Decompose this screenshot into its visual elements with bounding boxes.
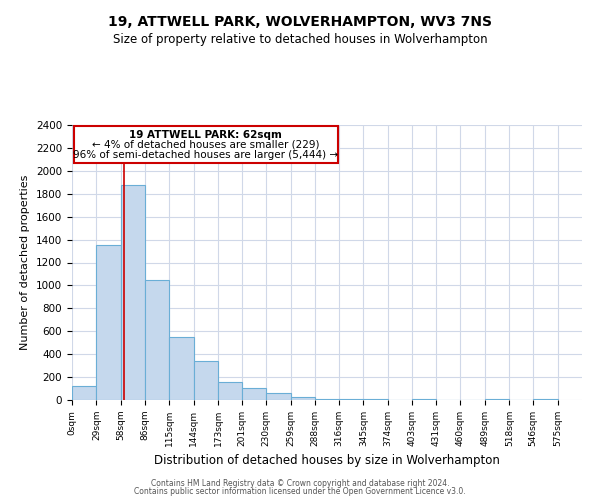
Y-axis label: Number of detached properties: Number of detached properties [20, 175, 31, 350]
Bar [290, 396, 315, 400]
Bar [194, 361, 218, 400]
Bar [339, 399, 364, 400]
Text: 96% of semi-detached houses are larger (5,444) →: 96% of semi-detached houses are larger (… [73, 150, 338, 160]
Bar [145, 280, 169, 400]
Bar [169, 337, 194, 400]
X-axis label: Distribution of detached houses by size in Wolverhampton: Distribution of detached houses by size … [154, 454, 500, 468]
Text: 19 ATTWELL PARK: 62sqm: 19 ATTWELL PARK: 62sqm [130, 130, 282, 140]
Bar [266, 393, 290, 400]
FancyBboxPatch shape [74, 126, 338, 164]
Bar [242, 388, 266, 400]
Bar [218, 382, 242, 400]
Text: Contains public sector information licensed under the Open Government Licence v3: Contains public sector information licen… [134, 487, 466, 496]
Text: 19, ATTWELL PARK, WOLVERHAMPTON, WV3 7NS: 19, ATTWELL PARK, WOLVERHAMPTON, WV3 7NS [108, 15, 492, 29]
Text: Size of property relative to detached houses in Wolverhampton: Size of property relative to detached ho… [113, 32, 487, 46]
Bar [97, 246, 121, 400]
Bar [315, 399, 339, 400]
Text: ← 4% of detached houses are smaller (229): ← 4% of detached houses are smaller (229… [92, 140, 320, 150]
Bar [72, 386, 97, 400]
Bar [121, 184, 145, 400]
Text: Contains HM Land Registry data © Crown copyright and database right 2024.: Contains HM Land Registry data © Crown c… [151, 478, 449, 488]
